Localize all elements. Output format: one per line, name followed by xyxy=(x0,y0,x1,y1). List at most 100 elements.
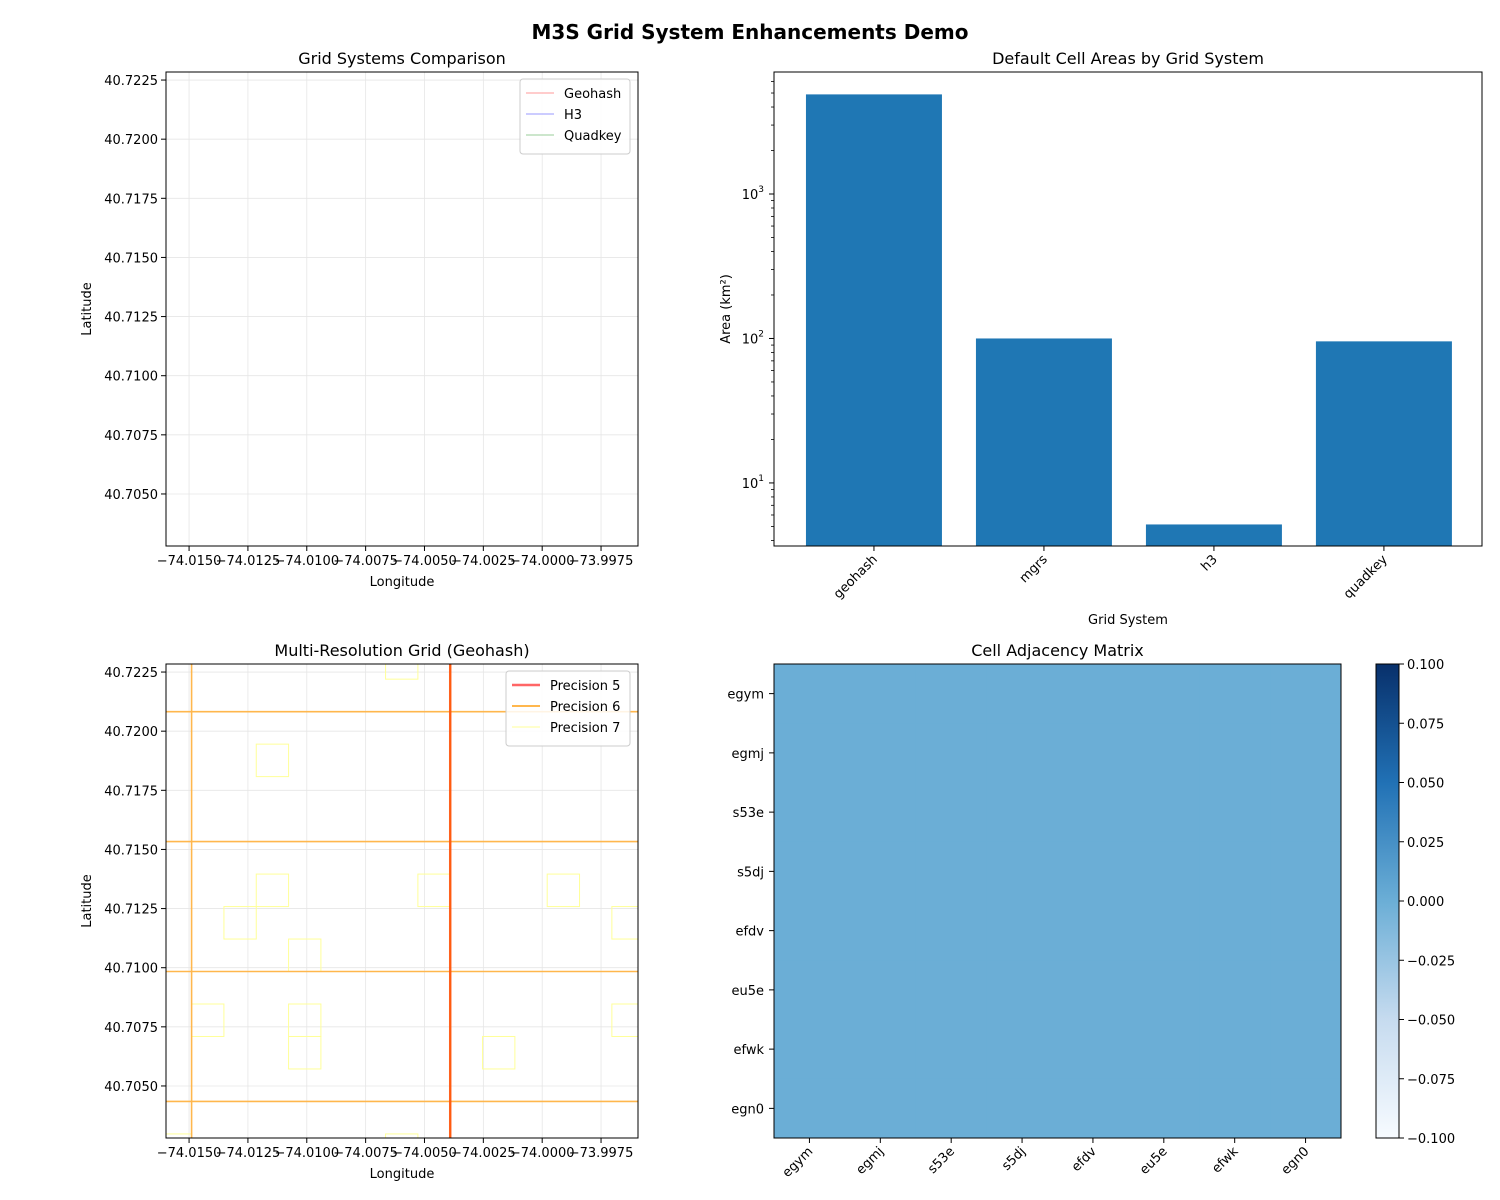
y-tick-label: 40.7125 xyxy=(104,903,158,918)
row-label: egym xyxy=(727,688,764,703)
colorbar-tick-label: −0.075 xyxy=(1407,1073,1455,1088)
plot-title: Cell Adjacency Matrix xyxy=(971,641,1144,660)
y-axis-label: Latitude xyxy=(80,282,95,336)
colorbar-tick-label: 0.050 xyxy=(1407,777,1444,792)
row-label: s5dj xyxy=(737,865,764,880)
axes-frame xyxy=(773,71,1483,547)
heatmap-cell xyxy=(986,664,1058,724)
heatmap-cell xyxy=(1057,901,1129,961)
heatmap-cell xyxy=(844,664,917,724)
column-label: egn0 xyxy=(1279,1144,1313,1178)
precision-7-cell xyxy=(385,1133,419,1138)
heatmap-cell xyxy=(1128,960,1200,1020)
colorbar-tick-label: −0.025 xyxy=(1407,954,1455,969)
bar-mgrs xyxy=(975,338,1112,546)
heatmap-cell xyxy=(1270,1019,1342,1080)
precision-7-cell xyxy=(546,873,581,908)
heatmap-cell xyxy=(1057,723,1129,783)
heatmap-cell xyxy=(915,1019,988,1080)
precision-7-cell xyxy=(166,1133,193,1138)
y-tick-label: 40.7175 xyxy=(104,784,158,799)
y-tick-label: 40.7125 xyxy=(104,311,158,326)
y-tick-label: 40.7150 xyxy=(104,251,158,266)
grid-systems-comparison-plot: Grid Systems Comparison−74.0150−74.0125−… xyxy=(80,49,639,590)
heatmap-cell xyxy=(1199,901,1271,961)
heatmap-cell xyxy=(1128,841,1200,902)
colorbar xyxy=(1375,663,1400,1139)
x-tick-label: −74.0000 xyxy=(510,554,575,569)
bar-h3 xyxy=(1145,524,1282,546)
tick-base: 10 xyxy=(742,332,759,347)
heatmap-cell xyxy=(1270,901,1342,961)
heatmap-cell xyxy=(986,960,1058,1020)
y-tick-label: 40.7200 xyxy=(104,133,158,148)
heatmap-cell xyxy=(915,841,988,902)
tick-exponent: 3 xyxy=(758,185,764,195)
x-tick-label: geohash xyxy=(831,552,881,602)
precision-7-cell xyxy=(255,873,290,908)
heatmap-cell xyxy=(915,901,988,961)
heatmap-cell xyxy=(1128,664,1200,724)
x-tick-label: −74.0075 xyxy=(333,1146,398,1161)
heatmap-cell xyxy=(915,960,988,1020)
colorbar-tick-label: −0.100 xyxy=(1407,1132,1455,1147)
y-axis-label: Latitude xyxy=(80,874,95,928)
x-tick-label: −74.0125 xyxy=(216,554,281,569)
precision-7-cell xyxy=(288,1035,322,1070)
x-axis-label: Grid System xyxy=(1088,613,1168,628)
heatmap-cell xyxy=(844,1078,917,1139)
x-tick-label: −74.0125 xyxy=(216,1146,281,1161)
x-tick-label: −74.0050 xyxy=(392,1146,457,1161)
colorbar-tick-label: 0.000 xyxy=(1407,895,1444,910)
colorbar-tick-label: −0.050 xyxy=(1407,1014,1455,1029)
x-tick-label: −74.0100 xyxy=(274,554,339,569)
x-tick-label: quadkey xyxy=(1341,552,1391,602)
row-label: egmj xyxy=(731,747,764,762)
heatmap-cell xyxy=(1199,664,1271,724)
axes-frame xyxy=(773,663,1342,1139)
column-label: efwk xyxy=(1209,1144,1242,1177)
heatmap-cell xyxy=(844,960,917,1020)
column-label: s53e xyxy=(925,1144,958,1177)
heatmap-cell xyxy=(1270,782,1342,843)
heatmap-cell xyxy=(774,664,846,724)
precision-7-cell xyxy=(417,873,451,908)
legend-label: Precision 6 xyxy=(550,700,620,715)
row-label: eu5e xyxy=(731,984,764,999)
x-tick-label: h3 xyxy=(1198,552,1220,574)
row-label: efwk xyxy=(733,1043,764,1058)
axes-frame xyxy=(165,71,639,547)
heatmap-cell xyxy=(915,782,988,843)
plot-title: Grid Systems Comparison xyxy=(298,49,506,68)
row-label: s53e xyxy=(733,806,764,821)
precision-7-cell xyxy=(288,1003,322,1037)
heatmap-cell xyxy=(1057,664,1129,724)
x-tick-label: −74.0050 xyxy=(392,554,457,569)
heatmap-cell xyxy=(986,841,1058,902)
heatmap-cell xyxy=(1199,1019,1271,1080)
plot-title: Default Cell Areas by Grid System xyxy=(992,49,1264,68)
y-tick-label: 40.7175 xyxy=(104,192,158,207)
precision-7-cell xyxy=(255,743,290,778)
y-tick-label: 40.7050 xyxy=(104,1080,158,1095)
heatmap-cell xyxy=(986,1019,1058,1080)
heatmap-cell xyxy=(1270,960,1342,1020)
x-tick-label: −73.9975 xyxy=(569,554,634,569)
heatmap-cell xyxy=(844,782,917,843)
heatmap-cell xyxy=(1270,664,1342,724)
heatmap-cell xyxy=(1057,782,1129,843)
tick-base: 10 xyxy=(742,477,759,492)
tick-exponent: 1 xyxy=(758,474,764,484)
heatmap-cell xyxy=(1199,782,1271,843)
column-label: s5dj xyxy=(999,1144,1029,1174)
heatmap-cell xyxy=(774,841,846,902)
x-tick-label: −74.0150 xyxy=(157,554,222,569)
y-tick-label: 102 xyxy=(742,329,764,347)
heatmap-cell xyxy=(986,723,1058,783)
precision-7-cell xyxy=(191,1003,225,1037)
heatmap-cell xyxy=(986,1078,1058,1139)
x-tick-label: −74.0100 xyxy=(274,1146,339,1161)
heatmap-cell xyxy=(1270,723,1342,783)
heatmap-cell xyxy=(774,1078,846,1139)
x-tick-label: −73.9975 xyxy=(569,1146,634,1161)
